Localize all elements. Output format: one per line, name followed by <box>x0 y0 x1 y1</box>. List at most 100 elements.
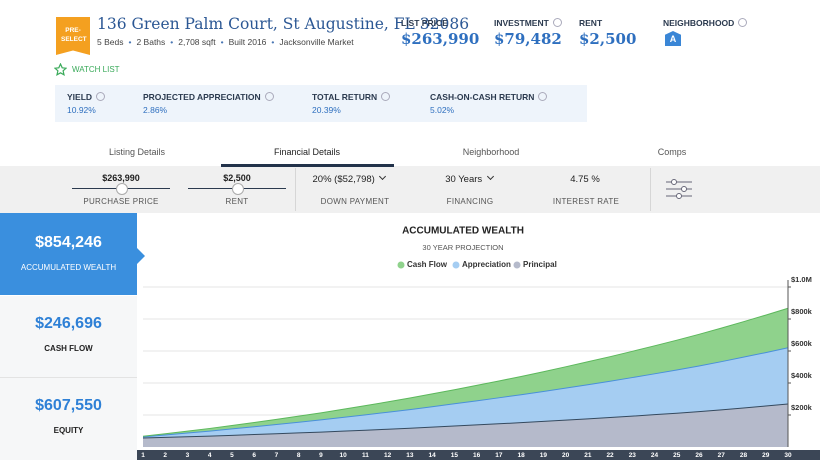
tab[interactable]: Listing Details <box>108 147 166 157</box>
x-tick-label: 1 <box>141 452 145 459</box>
x-tick-label: 20 <box>562 452 570 459</box>
area <box>143 347 788 439</box>
x-tick-label: 24 <box>651 452 659 459</box>
info-icon[interactable] <box>738 18 748 27</box>
x-axis-bar <box>137 450 820 460</box>
metrics-box <box>55 85 587 122</box>
x-tick-label: 4 <box>208 452 212 459</box>
x-tick-label: 23 <box>629 452 637 459</box>
summary-item[interactable]: $246,696 CASH FLOW <box>0 296 137 378</box>
info-icon[interactable] <box>538 92 548 101</box>
tab-underline <box>221 164 394 167</box>
star-icon[interactable] <box>54 63 67 76</box>
metric-label: PROJECTED APPRECIATION <box>143 92 274 102</box>
metric-label-text: YIELD <box>67 92 93 102</box>
y-tick-label: $400k <box>791 371 813 380</box>
x-tick-label: 13 <box>406 452 414 459</box>
x-tick-label: 15 <box>451 452 459 459</box>
metric-label: YIELD <box>67 92 106 102</box>
x-tick-label: 3 <box>186 452 190 459</box>
metric-label: TOTAL RETURN <box>312 92 391 102</box>
control-label: DOWN PAYMENT <box>320 197 390 206</box>
x-tick-label: 30 <box>784 452 792 459</box>
x-tick-label: 27 <box>718 452 726 459</box>
control-label: INTEREST RATE <box>552 197 620 206</box>
x-tick-label: 25 <box>673 452 681 459</box>
badge-text: PRE-SELECT <box>61 27 87 43</box>
x-tick-label: 29 <box>762 452 770 459</box>
x-tick-label: 21 <box>584 452 592 459</box>
slider-knob[interactable] <box>232 183 244 195</box>
watch-list[interactable]: WATCH LIST <box>72 65 120 74</box>
control-value[interactable]: $2,500 <box>223 173 251 183</box>
info-icon[interactable] <box>264 92 274 101</box>
chevron <box>379 172 387 181</box>
x-tick-label: 28 <box>740 452 748 459</box>
legend-swatch <box>513 261 521 269</box>
stat-label-text: INVESTMENT <box>494 18 549 28</box>
x-tick-label: 12 <box>384 452 392 459</box>
filter-icon[interactable] <box>665 178 693 200</box>
x-tick-label: 8 <box>297 452 301 459</box>
x-tick-label: 2 <box>163 452 167 459</box>
info-icon[interactable] <box>96 92 106 101</box>
control-dropdown[interactable]: 20% ($52,798) <box>289 172 409 185</box>
info-icon[interactable] <box>381 92 391 101</box>
metric-label-text: CASH-ON-CASH RETURN <box>430 92 535 102</box>
area-line <box>142 307 789 437</box>
summary-item[interactable]: $607,550 EQUITY <box>0 378 137 460</box>
summary-label: ACCUMULATED WEALTH <box>20 263 117 272</box>
detail: 5 Beds <box>97 37 124 47</box>
control-value[interactable]: 4.75 % <box>570 174 600 185</box>
divider <box>295 168 296 211</box>
neighborhood-grade: A <box>665 31 681 46</box>
tab[interactable]: Neighborhood <box>462 147 520 157</box>
control-dropdown[interactable]: 30 Years <box>409 172 529 185</box>
metric-value: 2.86% <box>143 105 168 115</box>
y-tick-label: $200k <box>791 403 813 412</box>
stat-label: NEIGHBORHOOD <box>663 18 748 28</box>
info-icon[interactable] <box>552 18 562 27</box>
control-value: 20% ($52,798) <box>312 174 375 185</box>
x-tick-label: 26 <box>695 452 703 459</box>
x-tick-label: 9 <box>319 452 323 459</box>
badge: PRE-SELECT <box>56 17 90 55</box>
legend-swatch <box>452 261 460 269</box>
slider-knob[interactable] <box>116 183 128 195</box>
metric-value: 20.39% <box>312 105 341 115</box>
area-line <box>142 347 789 438</box>
x-tick-label: 16 <box>473 452 481 459</box>
x-tick-label: 10 <box>340 452 348 459</box>
control-value[interactable]: $263,990 <box>102 173 140 183</box>
summary-value: $246,696 <box>35 315 102 332</box>
legend-label: Cash Flow <box>407 260 448 269</box>
x-tick-label: 6 <box>252 452 256 459</box>
detail: 2 Baths <box>123 37 165 47</box>
chart-title: ACCUMULATED WEALTH <box>402 226 524 237</box>
pointer <box>137 248 145 264</box>
metric-value: 5.02% <box>430 105 455 115</box>
x-tick-label: 7 <box>275 452 279 459</box>
x-tick-label: 17 <box>495 452 503 459</box>
metric-label-text: PROJECTED APPRECIATION <box>143 92 261 102</box>
area <box>143 308 788 437</box>
stat-label-text: NEIGHBORHOOD <box>663 18 735 28</box>
summary-active[interactable]: $854,246 ACCUMULATED WEALTH <box>0 213 137 295</box>
tab[interactable]: Comps <box>657 147 687 157</box>
stat-value: $79,482 <box>494 30 562 48</box>
control-label: PURCHASE PRICE <box>83 197 159 206</box>
x-tick-label: 11 <box>362 452 369 459</box>
x-tick-label: 19 <box>540 452 548 459</box>
divider <box>650 168 651 211</box>
chart-subtitle: 30 YEAR PROJECTION <box>422 243 503 252</box>
area-line <box>142 403 789 439</box>
y-tick-label: $1.0M <box>791 275 812 284</box>
legend-label: Principal <box>523 260 557 269</box>
detail: Jacksonville Market <box>266 37 353 47</box>
x-tick-label: 14 <box>429 452 437 459</box>
stat-label: INVESTMENT <box>494 18 562 28</box>
tab-active[interactable]: Financial Details <box>273 147 341 157</box>
x-tick-label: 18 <box>517 452 525 459</box>
stat-label: LIST PRICE <box>401 18 448 28</box>
